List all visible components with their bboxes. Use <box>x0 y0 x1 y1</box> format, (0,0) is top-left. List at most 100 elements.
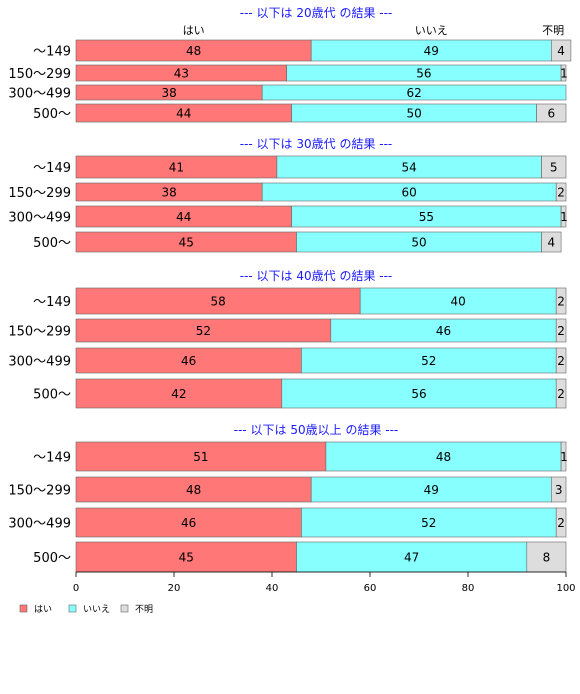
x-tick-label: 20 <box>168 583 181 594</box>
bar-value-label: 54 <box>402 161 417 175</box>
legend-label: 不明 <box>135 604 153 615</box>
group-title: --- 以下は 40歳代 の結果 --- <box>240 269 393 283</box>
bar-value-label: 60 <box>402 186 417 200</box>
bar-value-label: 46 <box>436 324 451 338</box>
bar-value-label: 43 <box>174 67 189 81</box>
bar-value-label: 38 <box>161 186 176 200</box>
bar-value-label: 2 <box>557 387 565 401</box>
bar-value-label: 52 <box>196 324 211 338</box>
category-label: 〜149 <box>33 451 71 466</box>
bar-segment <box>281 378 557 409</box>
bar-value-label: 42 <box>171 387 186 401</box>
category-label: 〜149 <box>33 161 71 176</box>
legend-swatch <box>19 604 28 613</box>
bar-value-label: 8 <box>543 551 551 565</box>
bar-value-label: 55 <box>419 210 434 224</box>
bar-value-label: 44 <box>176 107 191 121</box>
bar-value-label: 62 <box>406 86 421 100</box>
column-header: はい <box>183 24 205 37</box>
bar-value-label: 45 <box>179 551 194 565</box>
bar-segment <box>541 155 567 179</box>
bar-segment <box>359 287 557 315</box>
legend-swatch <box>120 604 129 613</box>
category-label: 150〜299 <box>8 186 71 201</box>
bar-segment <box>550 39 572 62</box>
bar-segment <box>296 541 528 573</box>
bar-value-label: 3 <box>555 483 563 497</box>
category-label: 300〜499 <box>8 211 71 226</box>
bar-segment <box>75 347 302 374</box>
bar-value-label: 4 <box>547 236 555 250</box>
category-label: 300〜499 <box>8 87 71 102</box>
category-label: 500〜 <box>33 551 71 566</box>
bar-segment <box>560 205 567 228</box>
category-label: 300〜499 <box>8 355 71 370</box>
bar-value-label: 58 <box>210 295 225 309</box>
category-label: 〜149 <box>33 45 71 60</box>
bar-segment <box>301 507 557 538</box>
bar-value-label: 2 <box>557 354 565 368</box>
bar-segment <box>75 441 327 472</box>
bar-value-label: 52 <box>421 516 436 530</box>
bar-value-label: 48 <box>186 44 201 58</box>
column-header: 不明 <box>542 24 564 37</box>
bar-value-label: 51 <box>193 450 208 464</box>
bar-value-label: 46 <box>181 354 196 368</box>
bar-value-label: 1 <box>560 67 568 81</box>
bar-segment <box>75 476 312 503</box>
category-label: 〜149 <box>33 295 71 310</box>
bar-value-label: 49 <box>424 44 439 58</box>
bar-segment <box>261 84 567 101</box>
x-tick-label: 60 <box>364 583 377 594</box>
group-title: --- 以下は 20歳代 の結果 --- <box>240 6 393 20</box>
bar-segment <box>560 441 567 472</box>
bar-value-label: 56 <box>411 387 426 401</box>
bar-segment <box>555 182 567 202</box>
x-tick-label: 0 <box>73 583 79 594</box>
bar-segment <box>550 476 567 503</box>
column-header: いいえ <box>415 24 448 37</box>
category-label: 150〜299 <box>8 67 71 82</box>
category-label: 300〜499 <box>8 517 71 532</box>
x-tick-label: 100 <box>556 583 575 594</box>
category-label: 150〜299 <box>8 325 71 340</box>
bar-segment <box>541 231 562 253</box>
bar-value-label: 6 <box>547 107 555 121</box>
category-label: 500〜 <box>33 107 71 122</box>
category-label: 500〜 <box>33 236 71 251</box>
legend-swatch <box>68 604 77 613</box>
bar-value-label: 56 <box>416 67 431 81</box>
bar-segment <box>555 347 567 374</box>
bar-value-label: 50 <box>406 107 421 121</box>
legend-label: はい <box>34 604 52 615</box>
bar-value-label: 47 <box>404 551 419 565</box>
bar-value-label: 2 <box>557 516 565 530</box>
category-label: 500〜 <box>33 388 71 403</box>
bar-value-label: 4 <box>557 44 565 58</box>
group-title: --- 以下は 30歳代 の結果 --- <box>240 137 393 151</box>
bar-segment <box>555 287 567 315</box>
bar-value-label: 1 <box>560 210 568 224</box>
bar-value-label: 52 <box>421 354 436 368</box>
bar-value-label: 46 <box>181 516 196 530</box>
bar-value-label: 1 <box>560 450 568 464</box>
bar-segment <box>310 476 552 503</box>
bar-segment <box>555 318 567 343</box>
bar-segment <box>555 507 567 538</box>
bar-segment <box>301 347 557 374</box>
bar-value-label: 41 <box>169 161 184 175</box>
bar-segment <box>536 103 567 123</box>
bar-value-label: 48 <box>186 483 201 497</box>
bar-value-label: 2 <box>557 186 565 200</box>
legend-label: いいえ <box>83 604 110 615</box>
bar-value-label: 2 <box>557 324 565 338</box>
bar-value-label: 38 <box>161 86 176 100</box>
bar-value-label: 44 <box>176 210 191 224</box>
bar-segment <box>325 441 562 472</box>
bar-segment <box>526 541 567 573</box>
bar-value-label: 2 <box>557 295 565 309</box>
x-tick-label: 80 <box>462 583 475 594</box>
bar-value-label: 45 <box>179 236 194 250</box>
bar-value-label: 49 <box>424 483 439 497</box>
